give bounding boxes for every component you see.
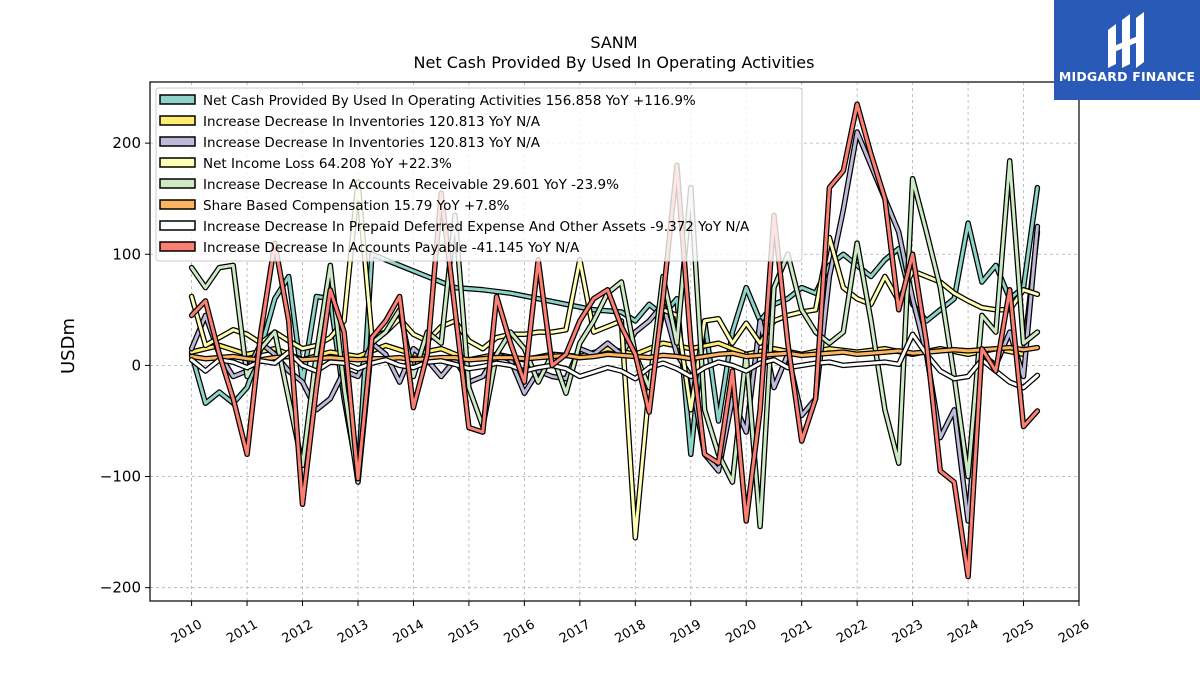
legend-label: Net Cash Provided By Used In Operating A…	[203, 93, 696, 109]
x-tick-label: 2026	[1056, 617, 1092, 647]
x-tick-label: 2014	[391, 617, 427, 647]
legend-label: Increase Decrease In Accounts Payable -4…	[203, 240, 580, 256]
legend-swatch	[159, 136, 196, 147]
x-ticks: 2010 2011 2012 2013 2014 2015 2016 2017 2018 2019…	[169, 601, 1092, 647]
y-axis-label: USDm	[58, 318, 79, 374]
brand-logo: MIDGARD FINANCE	[1054, 0, 1200, 100]
legend-item: Increase Decrease In Inventories 120.813…	[159, 114, 541, 130]
series-line-fill	[190, 346, 1039, 362]
y-ticks: −200 −100 0 100 200	[100, 134, 150, 597]
x-tick-label: 2025	[1001, 617, 1037, 647]
x-tick-label: 2021	[779, 617, 815, 647]
legend-label: Increase Decrease In Inventories 120.813…	[203, 135, 541, 151]
series-line	[188, 344, 1041, 363]
legend-swatch	[159, 199, 196, 210]
legend-item: Net Cash Provided By Used In Operating A…	[159, 93, 696, 109]
x-tick-label: 2012	[280, 617, 316, 647]
legend-item: Increase Decrease In Accounts Receivable…	[159, 177, 619, 193]
legend-swatch	[159, 178, 196, 189]
legend-label: Share Based Compensation 15.79 YoY +7.8%	[203, 198, 510, 214]
brand-mark-icon	[1108, 12, 1144, 68]
series-line-fill	[190, 159, 1039, 528]
y-tick-label: 100	[112, 245, 141, 263]
series-line	[188, 129, 1041, 524]
legend-label: Increase Decrease In Accounts Receivable…	[203, 177, 619, 193]
y-tick-label: −200	[100, 579, 141, 597]
x-tick-label: 2013	[335, 617, 371, 647]
x-tick-label: 2022	[834, 617, 870, 647]
series-line-fill	[190, 102, 1039, 579]
legend-swatch	[159, 220, 196, 231]
x-tick-label: 2024	[945, 617, 981, 647]
series-line-fill	[190, 130, 1039, 523]
legend-label: Increase Decrease In Prepaid Deferred Ex…	[203, 219, 750, 235]
x-tick-label: 2019	[668, 617, 704, 647]
series-line-fill	[190, 332, 1039, 390]
series-line	[188, 101, 1041, 580]
series-line	[188, 331, 1041, 391]
legend-item: Increase Decrease In Inventories 120.813…	[159, 135, 541, 151]
chart-subtitle: Net Cash Provided By Used In Operating A…	[414, 53, 815, 72]
x-tick-label: 2015	[446, 617, 482, 647]
legend-item: Increase Decrease In Prepaid Deferred Ex…	[159, 219, 750, 235]
legend: Net Cash Provided By Used In Operating A…	[155, 87, 803, 262]
y-tick-label: −100	[100, 468, 141, 486]
chart-title: SANM	[590, 33, 637, 52]
x-tick-label: 2011	[224, 617, 260, 647]
x-tick-label: 2017	[557, 617, 593, 647]
legend-frame	[155, 87, 803, 262]
y-tick-label: 200	[112, 134, 141, 152]
x-tick-label: 2023	[890, 617, 926, 647]
x-tick-label: 2020	[723, 617, 759, 647]
legend-item: Increase Decrease In Accounts Payable -4…	[159, 240, 580, 256]
series-layer	[188, 101, 1041, 580]
legend-label: Net Income Loss 64.208 YoY +22.3%	[203, 156, 452, 172]
series-line	[188, 158, 1041, 530]
plot-frame	[149, 81, 1080, 602]
brand-name: MIDGARD FINANCE	[1058, 69, 1196, 84]
x-tick-label: 2018	[612, 617, 648, 647]
legend-swatch	[159, 94, 196, 105]
legend-label: Increase Decrease In Inventories 120.813…	[203, 114, 541, 130]
legend-swatch	[159, 115, 196, 126]
legend-swatch	[159, 241, 196, 252]
y-tick-label: 0	[131, 356, 141, 374]
legend-item: Share Based Compensation 15.79 YoY +7.8%	[159, 198, 510, 214]
legend-swatch	[159, 157, 196, 168]
x-tick-label: 2016	[502, 617, 538, 647]
x-tick-label: 2010	[169, 617, 205, 647]
legend-item: Net Income Loss 64.208 YoY +22.3%	[159, 156, 452, 172]
